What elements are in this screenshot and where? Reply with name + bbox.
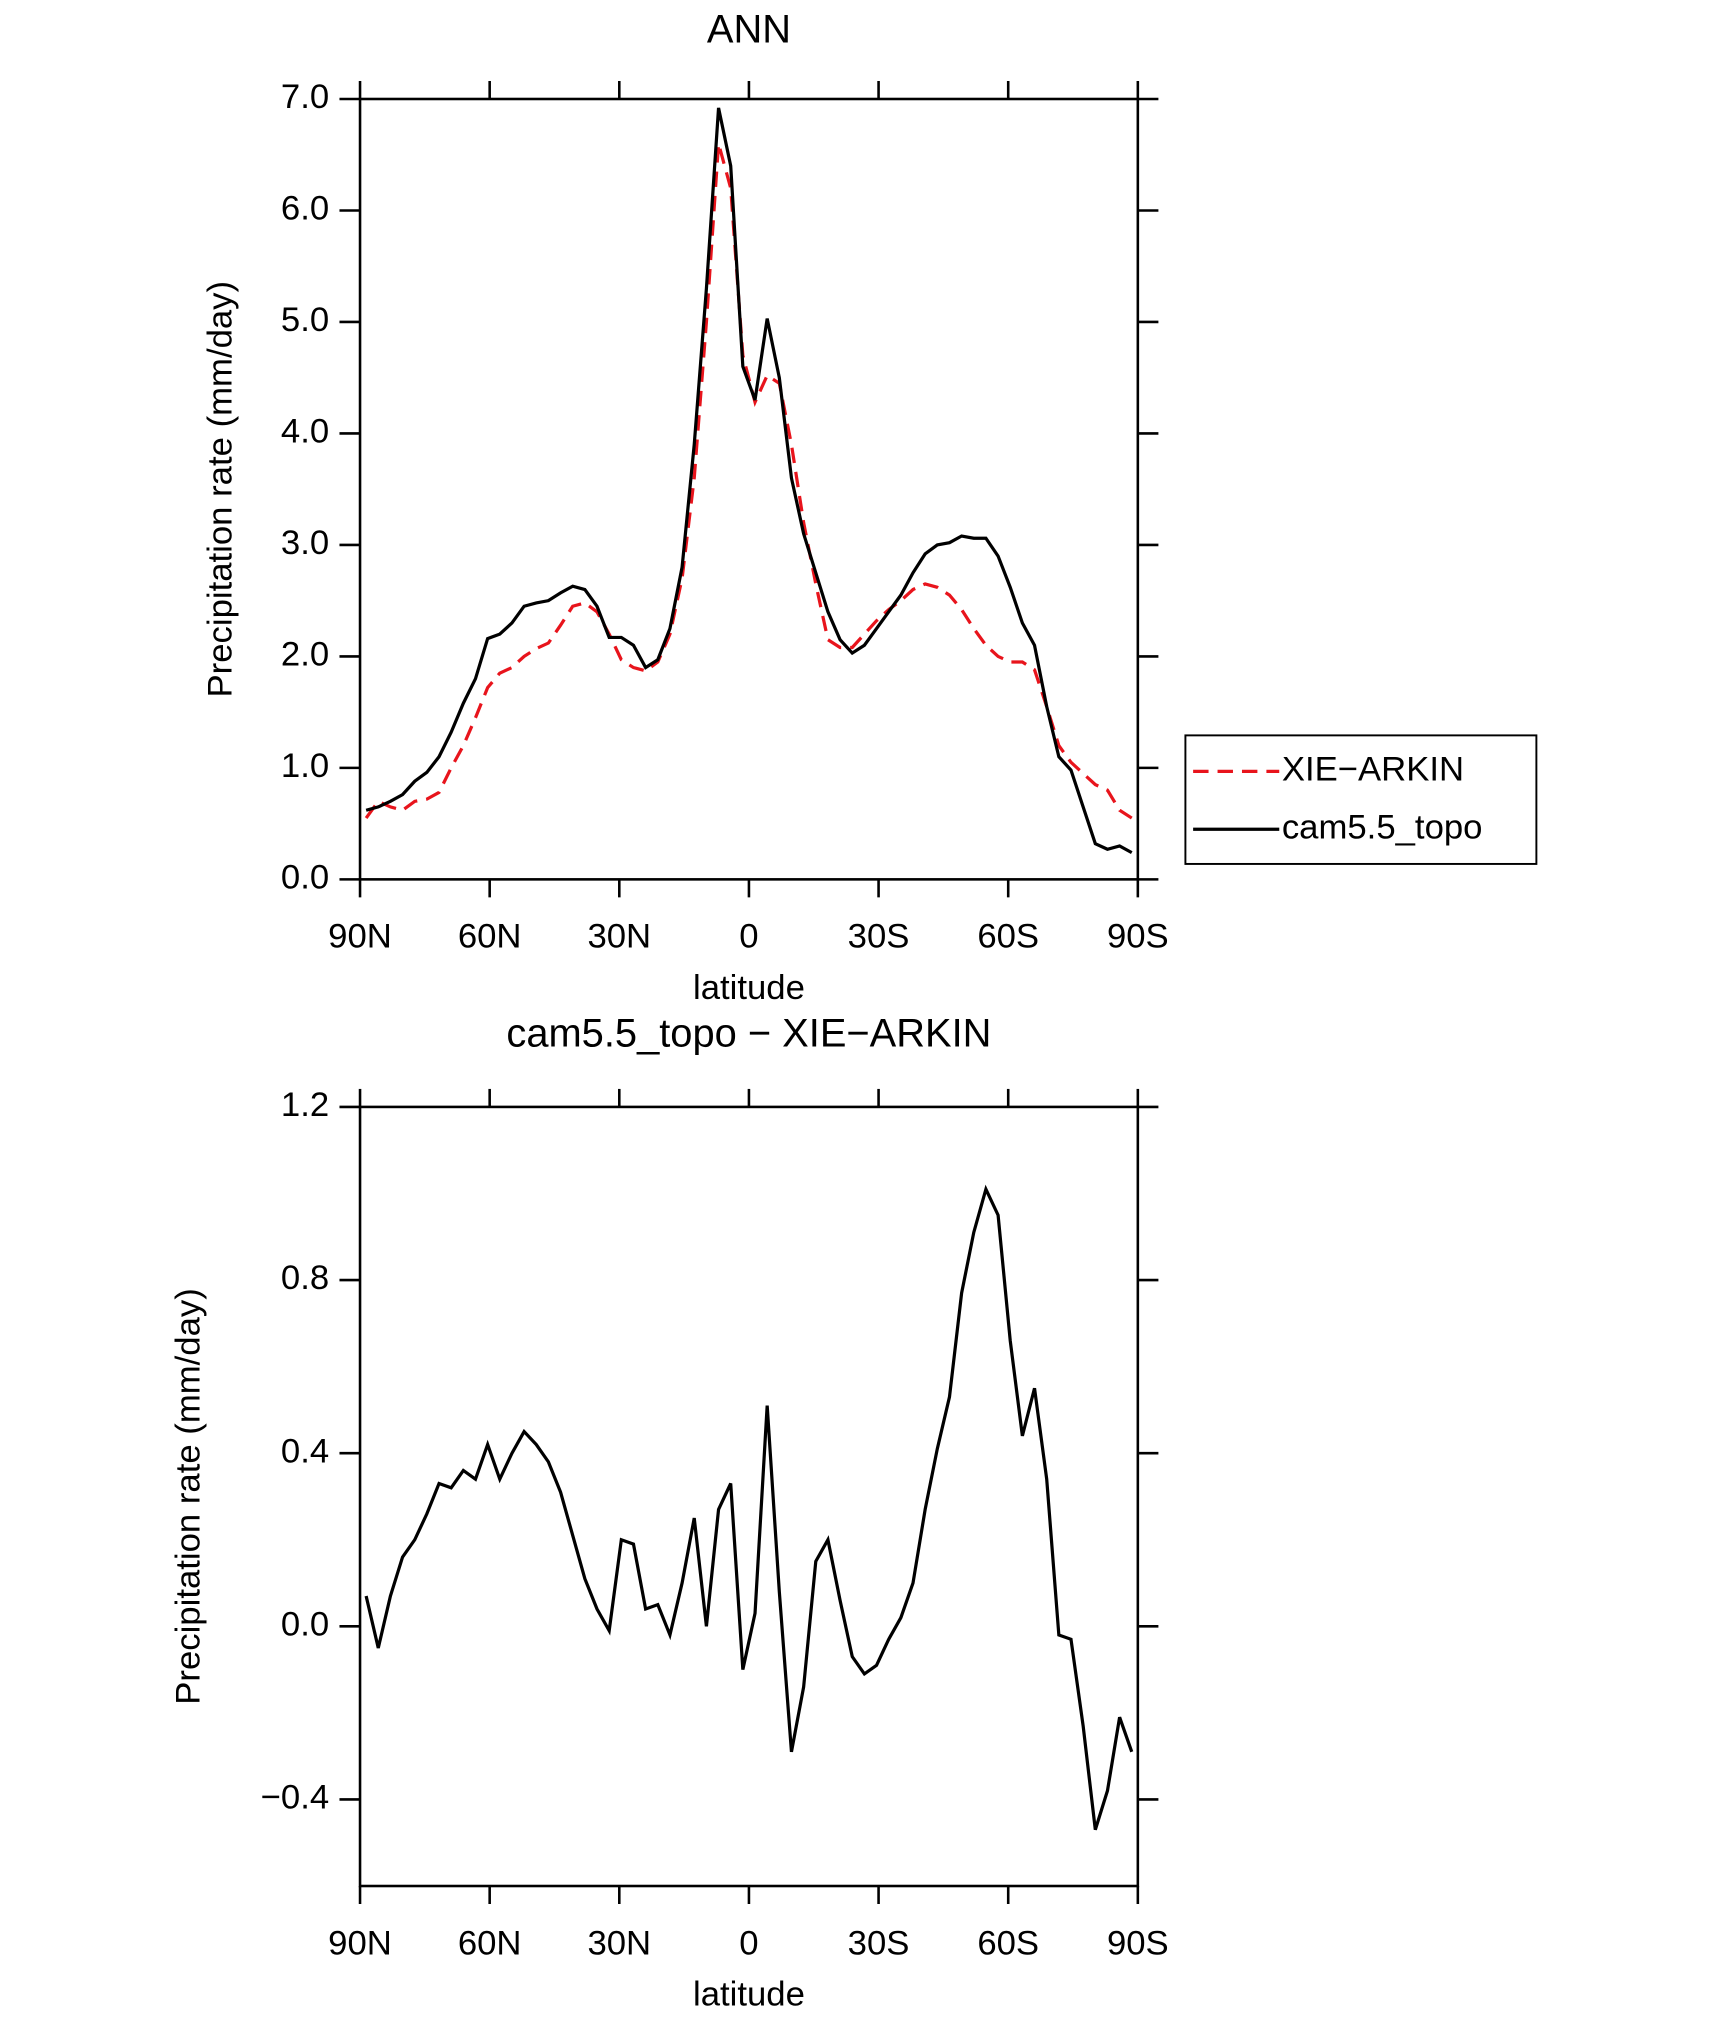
x-tick-label: 90S [1107, 1924, 1169, 1962]
x-tick-label: 30N [587, 1924, 651, 1962]
x-tick-label: 60N [458, 1924, 522, 1962]
x-tick-label: 60N [458, 918, 522, 956]
x-tick-label: 0 [739, 1924, 758, 1962]
y-tick-label: 1.0 [281, 747, 329, 785]
x-tick-label: 30N [587, 918, 651, 956]
y-tick-label: 0.8 [281, 1259, 329, 1297]
y-tick-label: 5.0 [281, 301, 329, 339]
chart-title: ANN [707, 8, 791, 52]
x-tick-label: 30S [848, 1924, 910, 1962]
data-line [364, 143, 1133, 820]
x-tick-label: 90S [1107, 918, 1169, 956]
y-axis-label: Precipitation rate (mm/day) [202, 281, 240, 698]
x-tick-label: 60S [977, 918, 1039, 956]
plot-frame [358, 97, 1140, 881]
y-tick-label: −0.4 [261, 1779, 330, 1817]
y-tick-label: 7.0 [281, 78, 329, 116]
legend-label: cam5.5_topo [1282, 808, 1483, 846]
x-tick-label: 30S [848, 918, 910, 956]
x-tick-label: 0 [739, 918, 758, 956]
y-tick-label: 1.2 [281, 1086, 329, 1124]
x-tick-label: 90N [328, 918, 392, 956]
legend-label: XIE−ARKIN [1282, 751, 1464, 789]
data-line [364, 1184, 1134, 1831]
x-tick-label: 60S [977, 1924, 1039, 1962]
x-axis-label: latitude [693, 969, 805, 1007]
y-tick-label: 2.0 [281, 636, 329, 674]
y-tick-label: 6.0 [281, 190, 329, 228]
x-tick-label: 90N [328, 1924, 392, 1962]
y-tick-label: 0.0 [281, 859, 329, 897]
chart-title: cam5.5_topo − XIE−ARKIN [506, 1012, 991, 1056]
legend-box [1184, 734, 1538, 865]
y-tick-label: 4.0 [281, 413, 329, 451]
x-axis-label: latitude [693, 1976, 805, 2014]
y-tick-label: 3.0 [281, 524, 329, 562]
y-tick-label: 0.0 [281, 1605, 329, 1643]
plot-frame [358, 1105, 1140, 1888]
data-line [365, 107, 1133, 855]
y-axis-label: Precipitation rate (mm/day) [170, 1288, 208, 1705]
y-tick-label: 0.4 [281, 1432, 329, 1470]
